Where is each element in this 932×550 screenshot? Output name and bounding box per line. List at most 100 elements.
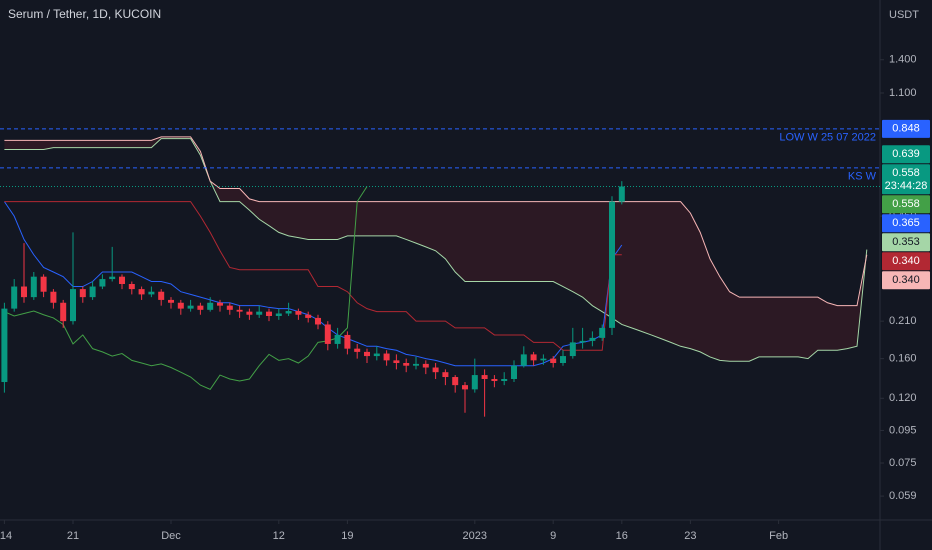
candle-body [177, 302, 184, 309]
candle-body [275, 313, 282, 317]
indicator-line [4, 138, 868, 362]
candle-body [148, 291, 155, 295]
candle-body [364, 351, 370, 357]
y-tick-label: 0.160 [889, 353, 917, 365]
candle-body [334, 334, 341, 344]
indicator-price-label-box [882, 195, 930, 214]
indicator-price-label-box [882, 233, 930, 252]
price-line-label-box [882, 119, 930, 138]
candle-body [491, 379, 498, 382]
candle-body [266, 311, 272, 317]
candle-body [50, 291, 57, 303]
candle-body [236, 309, 243, 312]
y-tick-label: 0.120 [889, 392, 917, 404]
y-tick-label: 0.059 [889, 490, 917, 502]
indicator-price-label-box [882, 214, 930, 233]
price-line-text: KS W [848, 171, 877, 183]
indicator-price-label: 0.340 [892, 255, 920, 267]
x-tick-label: 14 [0, 530, 12, 542]
last-price-label-box [882, 164, 930, 195]
price-line-layer: LOW W 25 07 2022 KS W [0, 128, 880, 187]
y-tick-label: 0.095 [889, 424, 917, 436]
price-label-layer: 0.8480.6390.55823:44:280.5580.3650.3530.… [882, 119, 930, 290]
candle-body [550, 358, 557, 363]
candle-body [432, 367, 439, 373]
candle-body [187, 305, 194, 309]
candle-body [11, 286, 18, 309]
candle-body [403, 362, 410, 366]
x-tick-label: Feb [769, 530, 788, 542]
axis-layer: 1.4001.1000.4500.2100.1600.1200.0950.075… [0, 54, 917, 542]
candle-body [442, 372, 449, 378]
chart-title: Serum / Tether, 1D, KUCOIN [8, 7, 161, 21]
candle-body [540, 358, 547, 361]
x-tick-label: 2023 [463, 530, 487, 542]
candle-body [383, 353, 390, 361]
x-tick-label: 21 [67, 530, 79, 542]
candle-body [373, 353, 380, 357]
candle-body [197, 305, 204, 310]
candle-body [520, 354, 527, 366]
y-tick-label: 0.075 [889, 457, 917, 469]
indicator-price-label: 0.365 [892, 217, 920, 229]
candle-body [99, 279, 106, 287]
indicator-line [4, 201, 622, 351]
candle-body [569, 342, 576, 357]
candle-body [413, 363, 419, 366]
price-line-label: 0.639 [892, 148, 920, 160]
candle-body [609, 201, 615, 328]
cloud-fill [4, 136, 867, 362]
candle-body [452, 377, 459, 386]
x-tick-label: Dec [161, 530, 181, 542]
candle-body [21, 286, 27, 298]
candle-body [324, 324, 331, 344]
candle-layer [1, 181, 625, 417]
candle-body [138, 289, 145, 295]
candle-body [109, 276, 116, 280]
last-price-label: 23:44:28 [885, 180, 928, 192]
last-price-label: 0.558 [892, 167, 920, 179]
candle-body [70, 289, 76, 322]
y-axis-label: USDT [889, 9, 919, 21]
candle-body [226, 305, 233, 310]
candle-body [207, 302, 214, 310]
candle-body [217, 302, 223, 306]
y-tick-label: 1.400 [889, 54, 917, 66]
candle-body [530, 354, 537, 361]
candle-body [471, 375, 478, 390]
candle-body [354, 348, 361, 352]
candle-body [40, 276, 47, 292]
candle-body [344, 334, 351, 349]
indicator-line [3, 201, 623, 367]
candle-body [589, 337, 596, 341]
indicator-price-label: 0.353 [892, 236, 920, 248]
candle-body [462, 385, 468, 390]
candle-body [618, 186, 625, 202]
x-tick-label: 16 [616, 530, 628, 542]
candle-body [246, 311, 253, 315]
candle-body [119, 276, 125, 284]
candle-body [393, 360, 400, 363]
indicator-layer [3, 186, 623, 390]
candle-body [315, 317, 321, 325]
candle-body [511, 365, 517, 380]
candle-body [305, 314, 312, 318]
candle-body [128, 283, 135, 290]
candle-body [481, 375, 488, 380]
indicator-price-label-box [882, 252, 930, 271]
cloud-layer [4, 136, 868, 362]
y-tick-label: 1.100 [889, 87, 917, 99]
indicator-line [4, 136, 868, 307]
candle-body [422, 363, 429, 368]
x-tick-label: 23 [684, 530, 696, 542]
y-tick-label: 0.210 [889, 315, 917, 327]
x-tick-label: 19 [341, 530, 353, 542]
candle-body [579, 340, 586, 343]
x-tick-label: 9 [550, 530, 556, 542]
candle-body [79, 289, 86, 298]
price-line-label: 0.848 [892, 123, 920, 135]
candle-body [501, 379, 508, 382]
candle-body [256, 311, 263, 315]
